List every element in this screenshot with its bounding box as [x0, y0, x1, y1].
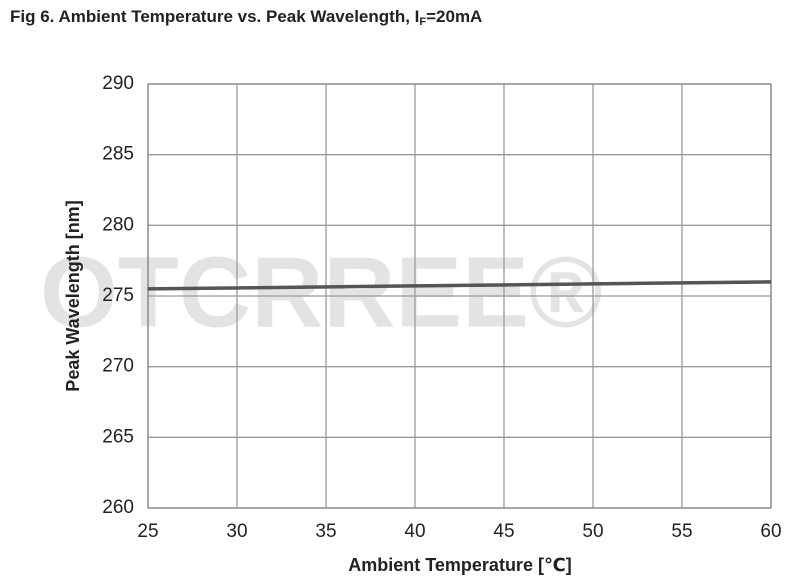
x-tick-label: 60	[760, 521, 781, 542]
x-tick-label: 45	[493, 521, 514, 542]
title-part: Fig 6. Ambient Temperature vs. Peak Wave…	[10, 7, 419, 26]
x-tick-label: 55	[671, 521, 692, 542]
x-tick-label: 50	[582, 521, 603, 542]
y-tick-label: 280	[102, 214, 134, 235]
y-tick-label: 270	[102, 356, 134, 377]
y-tick-label: 275	[102, 285, 134, 306]
data-line	[147, 280, 772, 291]
x-tick-label: 35	[315, 521, 336, 542]
x-tick-label: 30	[226, 521, 247, 542]
y-tick-label: 260	[102, 497, 134, 518]
plot-border	[147, 83, 772, 509]
x-axis-label: Ambient Temperature [℃]	[348, 555, 572, 575]
chart-title: Fig 6. Ambient Temperature vs. Peak Wave…	[10, 7, 482, 27]
y-tick-label: 290	[102, 73, 134, 94]
title-part: =20mA	[426, 7, 482, 26]
x-tick-label: 25	[137, 521, 158, 542]
x-tick-label: 40	[404, 521, 425, 542]
y-tick-label: 265	[102, 426, 134, 447]
title-subscript: F	[419, 16, 426, 28]
y-axis-label: Peak Wavelength [nm]	[63, 200, 83, 391]
y-tick-label: 285	[102, 144, 134, 165]
watermark: OTCRREE®	[40, 236, 603, 348]
